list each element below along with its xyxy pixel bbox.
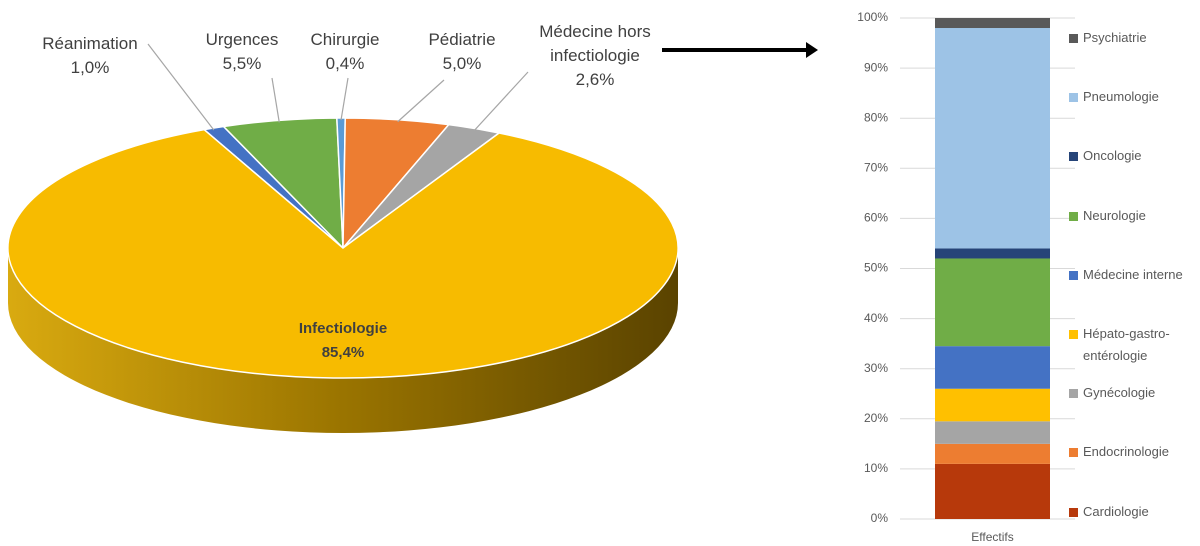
arrow-head [806, 42, 818, 58]
pie-category: Chirurgie [310, 30, 380, 49]
pie-value: 85,4% [321, 344, 365, 361]
pie-label: Réanimation 1,0% [30, 32, 150, 80]
pie-value: 0,4% [325, 54, 365, 73]
legend-swatch [1069, 507, 1078, 517]
bar-segment [935, 18, 1050, 29]
pie-label: Infectiologie 85,4% [233, 317, 453, 365]
legend-swatch [1069, 270, 1078, 280]
bar-segment [935, 28, 1050, 249]
legend-label: Médecine interne [1083, 266, 1183, 282]
bar-segment [935, 443, 1050, 464]
pie-value: 5,0% [442, 54, 482, 73]
pie-category: Réanimation [42, 34, 138, 53]
legend-swatch [1069, 389, 1078, 399]
pie-category: Urgences [205, 30, 279, 49]
leader-line [397, 79, 445, 123]
pie-value: 5,5% [222, 54, 262, 73]
y-tick-label: 0% [871, 511, 889, 525]
legend-label: Psychiatrie [1083, 30, 1147, 45]
y-tick-label: 40% [864, 311, 888, 325]
leader-line [147, 43, 215, 131]
legend-swatch [1069, 448, 1078, 458]
y-tick-label: 100% [857, 10, 888, 24]
bar-segment [935, 346, 1050, 389]
y-tick-label: 10% [864, 461, 888, 475]
pie-slice [7, 128, 679, 379]
x-tick-label: Effectifs [971, 530, 1013, 544]
legend-swatch [1069, 34, 1078, 43]
pie-label: Médecine hors infectiologie 2,6% [530, 20, 660, 92]
bar-segment [935, 258, 1050, 347]
legend-swatch [1069, 152, 1078, 162]
y-tick-label: 80% [864, 110, 888, 124]
leader-line [473, 71, 529, 131]
bar-segment [935, 388, 1050, 422]
y-tick-label: 70% [864, 160, 888, 174]
pie-value: 2,6% [575, 70, 615, 89]
pie-category: Pédiatrie [428, 30, 496, 49]
y-tick-label: 90% [864, 60, 888, 74]
y-tick-label: 30% [864, 361, 888, 375]
y-tick-label: 20% [864, 411, 888, 425]
bar-segment [935, 421, 1050, 444]
pie-category: Infectiologie [298, 320, 388, 337]
legend-label: Gynécologie [1083, 385, 1156, 401]
pie-label: Pédiatrie 5,0% [410, 28, 514, 76]
legend-label: Cardiologie [1083, 503, 1149, 519]
legend-label: Hépato-gastro-entérologie [1083, 326, 1170, 363]
leader-line [340, 77, 349, 121]
y-tick-label: 50% [864, 261, 888, 275]
pie-label: Urgences 5,5% [200, 28, 284, 76]
y-tick-label: 60% [864, 211, 888, 225]
bar-segment [935, 463, 1050, 519]
legend-label: Oncologie [1083, 148, 1142, 164]
bar-segment [935, 248, 1050, 259]
legend-swatch [1069, 211, 1078, 221]
pie-value: 1,0% [70, 58, 110, 77]
legend-label: Endocrinologie [1083, 444, 1170, 460]
legend-swatch [1069, 93, 1078, 103]
leader-line [271, 77, 280, 123]
pie-category: Médecine hors infectiologie [539, 22, 651, 65]
legend-label: Pneumologie [1083, 89, 1159, 105]
pie-side [8, 248, 678, 433]
pie-label: Chirurgie 0,4% [300, 28, 390, 76]
legend-label: Neurologie [1083, 207, 1146, 223]
legend-swatch [1069, 330, 1078, 339]
